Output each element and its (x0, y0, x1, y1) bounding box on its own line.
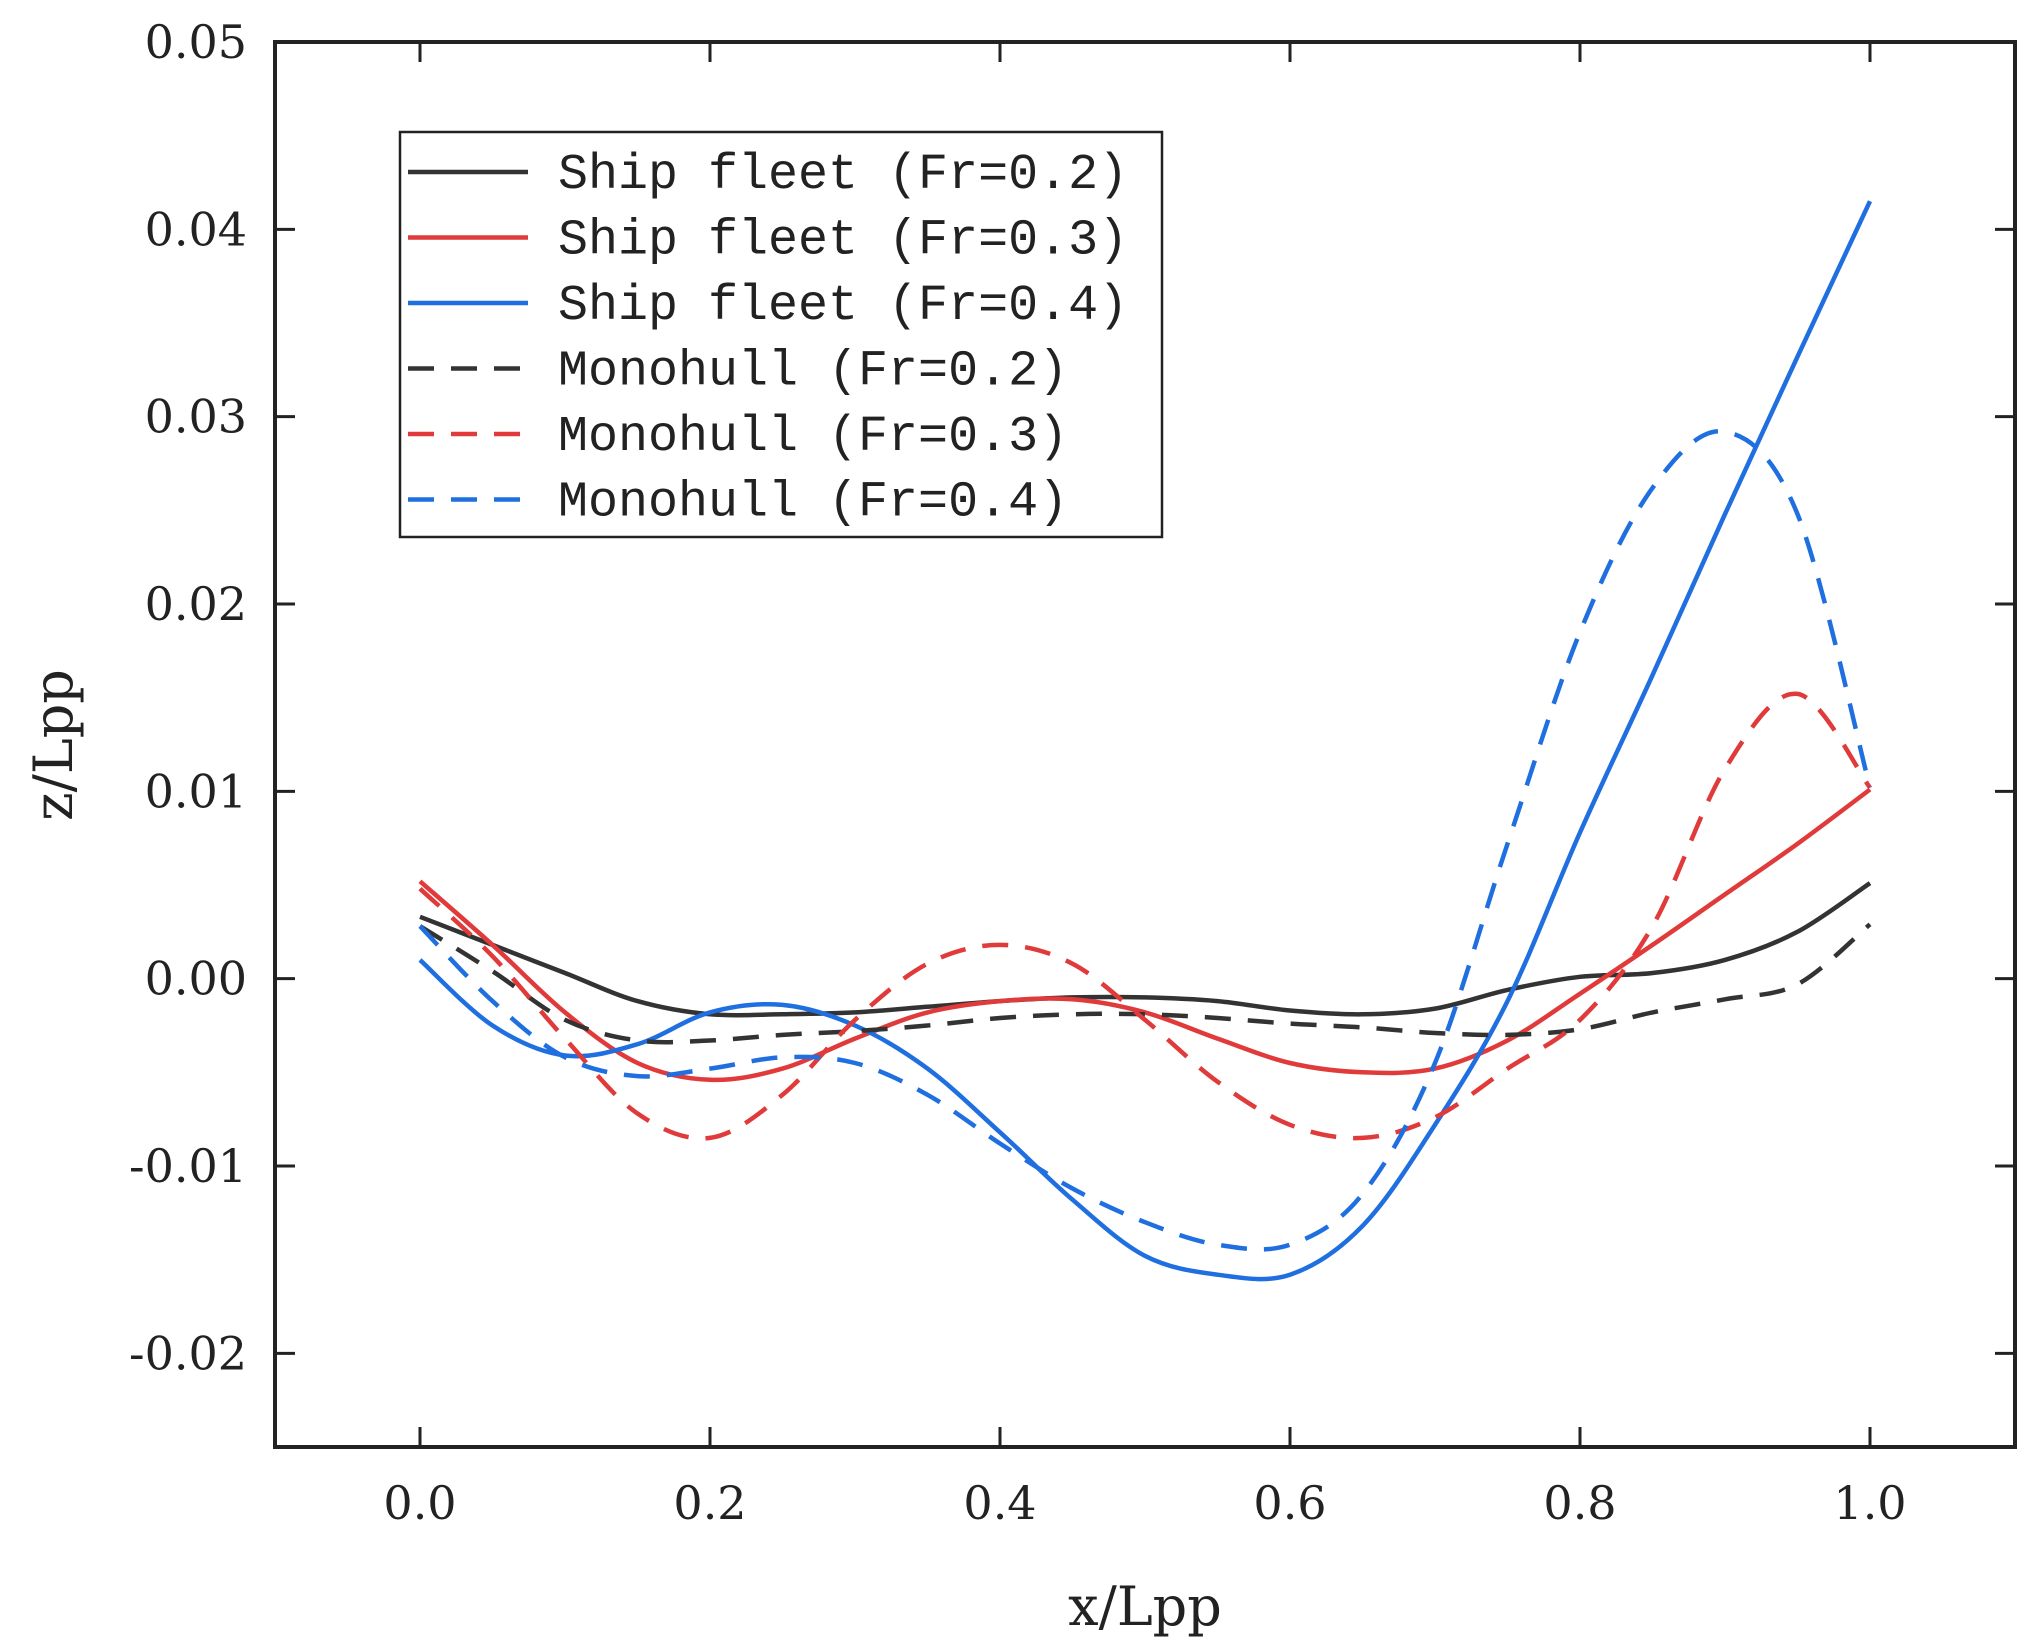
x-tick-label: 0.6 (1253, 1476, 1326, 1530)
legend-entry-label: Monohull (Fr=0.2) (558, 344, 1068, 401)
x-tick-label: 0.4 (963, 1476, 1036, 1530)
tick-layer: 0.0 0.2 0.4 0.6 0.8 1.0 -0.02 -0.01 0.00 0.01 0.02… (129, 15, 2015, 1530)
y-tick-label: 0.05 (145, 15, 247, 69)
legend-entry-label: Ship fleet (Fr=0.3) (558, 213, 1128, 270)
y-tick-label: 0.04 (145, 202, 247, 256)
y-tick-label: -0.02 (129, 1326, 247, 1380)
legend-box (398, 130, 1164, 539)
plot-frame (273, 40, 2017, 1449)
x-tick-label: 0.2 (673, 1476, 746, 1530)
x-tick-label: 1.0 (1833, 1476, 1906, 1530)
x-axis-label: x/Lpp (1068, 1575, 1222, 1638)
series-line-4 (418, 691, 1872, 1141)
y-tick-label: 0.01 (145, 764, 247, 818)
y-tick-label: 0.00 (145, 952, 247, 1006)
legend-entry-label: Ship fleet (Fr=0.4) (558, 278, 1128, 335)
legend-entry-label: Monohull (Fr=0.4) (558, 475, 1068, 532)
y-axis-label: z/Lpp (22, 669, 85, 821)
series-line-1 (418, 787, 1872, 1083)
series-line-5 (418, 429, 1873, 1252)
y-tick-label: 0.02 (145, 577, 247, 631)
y-tick-label: 0.03 (145, 390, 247, 444)
series-line-2 (418, 200, 1873, 1282)
legend-entry-label: Monohull (Fr=0.3) (558, 409, 1068, 466)
legend: Ship fleet (Fr=0.2) Ship fleet (Fr=0.3) Sh… (398, 130, 1164, 539)
series-line-3 (418, 922, 1872, 1045)
series-layer (418, 200, 1873, 1282)
legend-entry-label: Ship fleet (Fr=0.2) (558, 147, 1128, 204)
y-tick-label: -0.01 (129, 1139, 247, 1193)
x-tick-label: 0.8 (1543, 1476, 1616, 1530)
series-line-0 (419, 881, 1872, 1018)
x-tick-label: 0.0 (383, 1476, 456, 1530)
